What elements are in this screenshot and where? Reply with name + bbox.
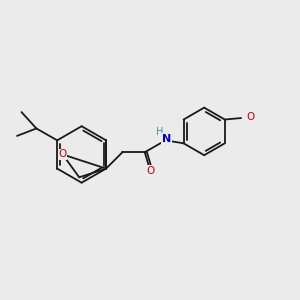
Text: O: O (247, 112, 255, 122)
Text: O: O (147, 166, 155, 176)
Text: N: N (162, 134, 171, 144)
Text: H: H (157, 127, 164, 137)
Text: O: O (58, 149, 67, 160)
